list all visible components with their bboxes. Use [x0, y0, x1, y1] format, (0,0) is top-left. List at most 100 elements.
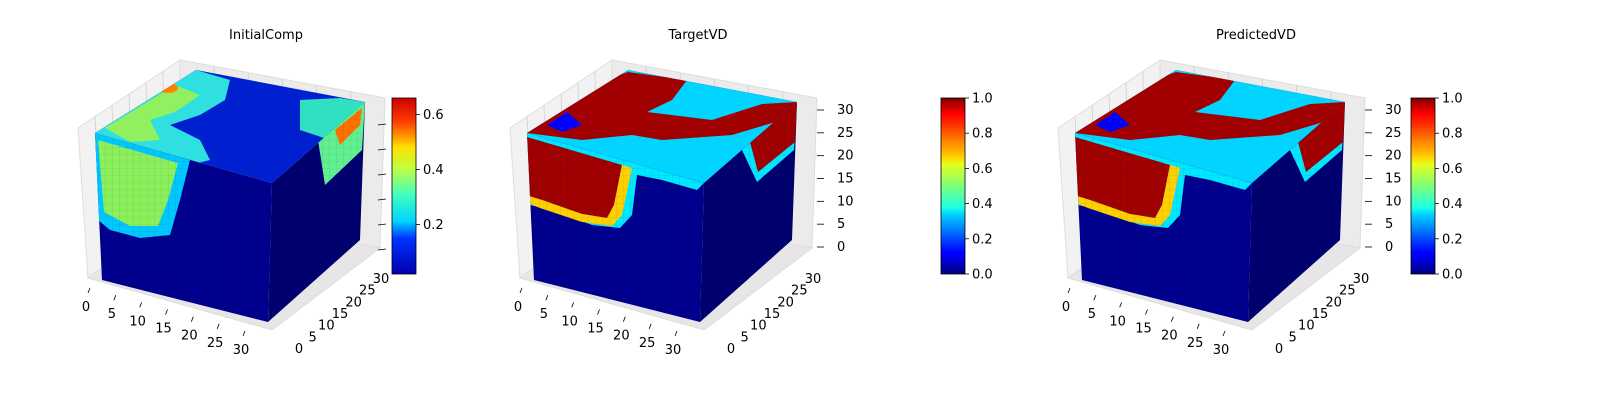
x-tick-label: 30 [1213, 343, 1230, 358]
voxel-grid [700, 102, 797, 322]
x-tick-label: 0 [514, 300, 522, 315]
y-tick-label: 15 [332, 307, 349, 322]
x-tick-mark [571, 302, 575, 308]
x-tick-mark [113, 295, 117, 301]
x-tick-label: 20 [181, 329, 198, 344]
x-tick-label: 20 [1161, 329, 1178, 344]
z-tick-mark [377, 173, 387, 176]
y-tick-label: 20 [777, 295, 794, 310]
x-tick-mark [519, 287, 523, 294]
y-tick-label: 15 [764, 307, 781, 322]
x-tick-mark [190, 316, 194, 322]
colorbar-tick-label: 0.6 [1442, 162, 1463, 177]
x-tick-mark [648, 323, 652, 329]
x-tick-mark [1170, 316, 1174, 322]
z-tick-label: 30 [1385, 103, 1402, 118]
top-pattern [95, 70, 365, 165]
x-tick-mark [597, 309, 600, 315]
colorbar-tick-label: 0.2 [1442, 232, 1463, 247]
y-tick-label: 5 [309, 330, 317, 345]
colorbar-tick-label: 0.4 [1442, 197, 1463, 212]
x-tick-label: 0 [82, 300, 90, 315]
x-tick-mark [1119, 302, 1123, 308]
colorbar-tick-label: 0.8 [1442, 127, 1463, 142]
y-tick-label: 15 [1312, 307, 1329, 322]
chart-title: InitialComp [229, 28, 303, 43]
voxel-grid [268, 102, 365, 322]
z-tick-label: 5 [1385, 217, 1393, 232]
z-tick-label: 25 [837, 126, 854, 141]
colorbar: 0.2 0.4 0.6 [391, 97, 444, 275]
z-tick-label: 10 [837, 194, 854, 209]
colorbar-gradient [940, 97, 966, 275]
z-tick-label: 0 [837, 240, 845, 255]
voxel-grid [95, 133, 272, 322]
y-tick-label: 10 [750, 319, 767, 334]
z-tick-label: 0 [1385, 240, 1393, 255]
z-tick-mark [377, 123, 387, 126]
x-tick-mark [87, 287, 91, 294]
y-tick-label: 0 [1275, 342, 1283, 357]
x-tick-label: 10 [1109, 314, 1126, 329]
colorbar-tick-label: 0.2 [972, 232, 993, 247]
colorbar: 0.0 0.2 0.4 0.6 0.8 1.0 [940, 92, 993, 283]
z-tick-label: 15 [837, 172, 854, 187]
y-tick-label: 30 [373, 272, 390, 287]
x-tick-label: 25 [1187, 336, 1204, 351]
x-tick-mark [165, 309, 168, 315]
voxel-grid [527, 133, 704, 322]
x-tick-mark [1067, 287, 1071, 294]
colorbar: 0.0 0.2 0.4 0.6 0.8 1.0 [1410, 92, 1463, 283]
x-tick-label: 10 [129, 314, 146, 329]
x-tick-label: 15 [1135, 322, 1152, 337]
y-tick-label: 20 [345, 295, 362, 310]
y-tick-label: 0 [727, 342, 735, 357]
x-tick-mark [674, 330, 678, 337]
colorbar-tick-label: 0.8 [972, 127, 993, 142]
chart-title: TargetVD [667, 28, 727, 43]
x-tick-mark [1145, 309, 1148, 315]
voxel-grid [1248, 102, 1345, 322]
colorbar-tick-label: 0.0 [972, 268, 993, 283]
z-tick-label: 20 [1385, 149, 1402, 164]
x-tick-mark [139, 302, 143, 308]
x-tick-label: 25 [207, 336, 224, 351]
colorbar-gradient [391, 97, 417, 275]
y-tick-label: 25 [791, 284, 808, 299]
x-tick-label: 5 [108, 307, 116, 322]
x-tick-label: 5 [1088, 307, 1096, 322]
x-tick-label: 15 [587, 322, 604, 337]
x-tick-label: 20 [613, 329, 630, 344]
y-tick-label: 5 [1289, 330, 1297, 345]
x-tick-mark [545, 295, 549, 301]
x-tick-label: 15 [155, 322, 172, 337]
x-tick-label: 30 [665, 343, 682, 358]
voxel-grid [1075, 133, 1252, 322]
colorbar-tick-label: 0.4 [972, 197, 993, 212]
colorbar-tick-label: 0.2 [423, 218, 444, 233]
colorbar-tick-label: 0.0 [1442, 268, 1463, 283]
y-tick-label: 10 [318, 319, 335, 334]
x-tick-mark [1222, 330, 1226, 337]
y-tick-label: 30 [1353, 272, 1370, 287]
colorbar-tick-label: 0.6 [972, 162, 993, 177]
y-tick-label: 30 [805, 272, 822, 287]
x-tick-label: 5 [540, 307, 548, 322]
z-tick-mark [377, 148, 387, 151]
y-tick-label: 5 [741, 330, 749, 345]
x-tick-label: 25 [639, 336, 656, 351]
x-tick-label: 30 [233, 343, 250, 358]
x-tick-mark [216, 323, 220, 329]
y-tick-label: 10 [1298, 319, 1315, 334]
colorbar-tick-label: 0.6 [423, 108, 444, 123]
x-tick-mark [1093, 295, 1097, 301]
z-tick-label: 30 [837, 103, 854, 118]
z-tick-label: 15 [1385, 172, 1402, 187]
y-tick-label: 20 [1325, 295, 1342, 310]
x-tick-label: 0 [1062, 300, 1070, 315]
colorbar-tick-label: 1.0 [972, 92, 993, 107]
x-tick-mark [622, 316, 626, 322]
